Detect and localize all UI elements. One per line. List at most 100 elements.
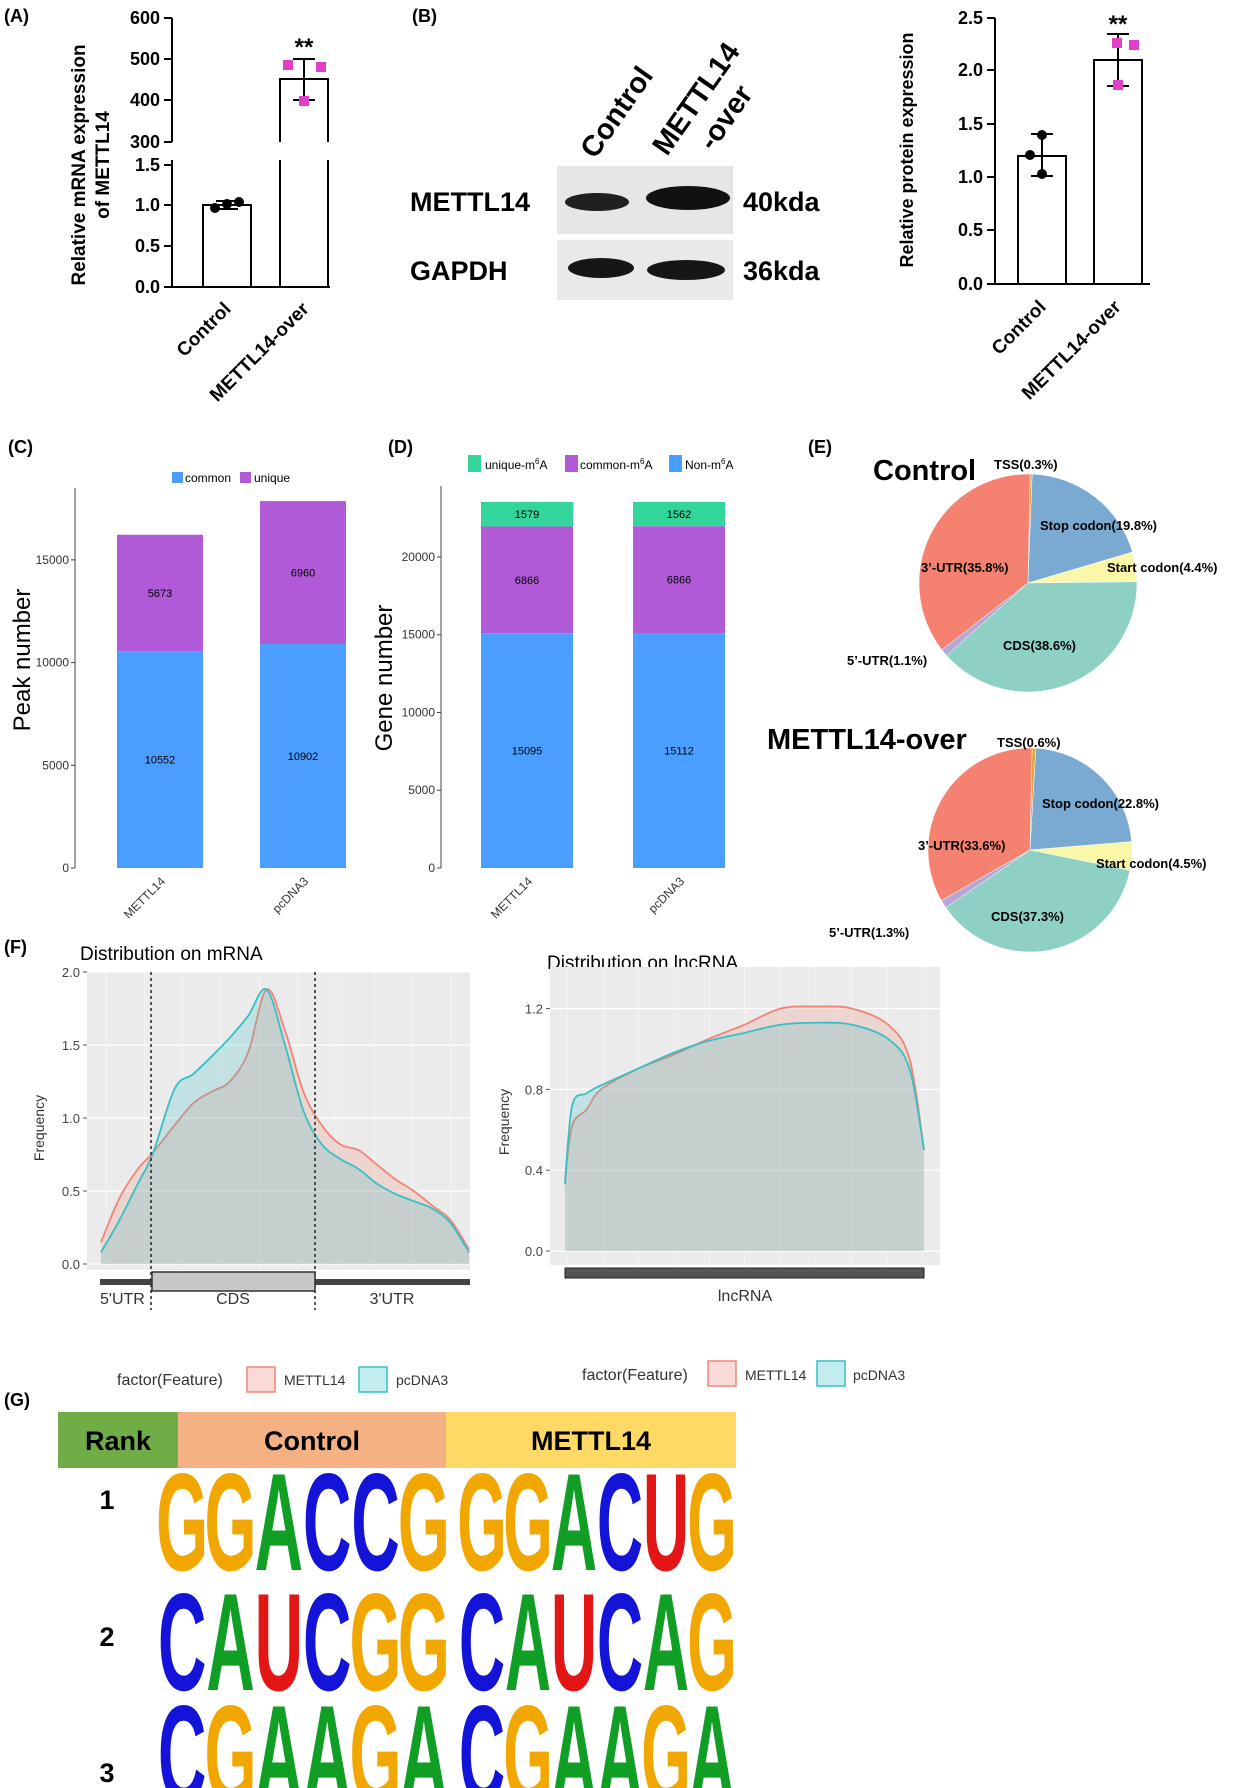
series-line bbox=[564, 1021, 925, 1185]
pie-labels-over: TSS(0.6%) Stop codon(22.8%) Start codon(… bbox=[829, 735, 1207, 940]
panel-b-significance: ** bbox=[1109, 11, 1128, 38]
blot-band bbox=[647, 260, 725, 280]
panel-a-ylabel-line1: Relative mRNA expression bbox=[69, 44, 90, 285]
panel-label-e: (E) bbox=[808, 437, 832, 457]
motif-letter: A bbox=[255, 1445, 303, 1600]
pie-slice bbox=[918, 473, 1031, 651]
bar-segment bbox=[481, 501, 573, 527]
motif-letter: C bbox=[158, 1565, 206, 1720]
blot-row-label-mettl14: METTL14 bbox=[410, 187, 530, 217]
legend-swatch-pcdna3 bbox=[358, 1366, 388, 1393]
legend-label-common: common bbox=[185, 471, 231, 485]
bar-segment bbox=[633, 632, 725, 868]
motif-letter: A bbox=[505, 1564, 551, 1719]
tick-label: 300 bbox=[130, 132, 160, 152]
motif-letter: A bbox=[597, 1676, 643, 1788]
y-tick-label: 0.0 bbox=[62, 1257, 80, 1272]
panel-b-protein: Relative protein expression 0.0 0.5 1.0 … bbox=[897, 8, 1150, 404]
legend-label-non-m6a: Non-m6A bbox=[685, 457, 733, 472]
legend-label-mettl14: METTL14 bbox=[745, 1367, 807, 1383]
mrna-region-5utr: 5'UTR bbox=[100, 1291, 145, 1308]
tick-label: 1.0 bbox=[958, 167, 983, 187]
bar-value-label: 15112 bbox=[664, 745, 694, 757]
panel-label-f: (F) bbox=[4, 937, 27, 957]
y-tick-label: 0.4 bbox=[525, 1163, 543, 1178]
bar-value-label: 5673 bbox=[148, 588, 172, 600]
blot-size-40: 40kda bbox=[743, 187, 821, 217]
pie-label-tss: TSS(0.6%) bbox=[997, 735, 1061, 750]
x-tick-label: pcDNA3 bbox=[646, 874, 688, 916]
motif-letter: G bbox=[641, 1676, 691, 1788]
motif-letter: C bbox=[351, 1445, 399, 1600]
bar-segment bbox=[481, 526, 573, 634]
pie-label-stop: Stop codon(22.8%) bbox=[1042, 796, 1159, 811]
panel-b-bar-over bbox=[1093, 59, 1143, 285]
panel-a-point bbox=[316, 62, 326, 72]
motif-letter: G bbox=[398, 1565, 450, 1720]
legend-swatch-unique bbox=[240, 472, 251, 483]
legend-swatch-mettl14 bbox=[246, 1366, 276, 1393]
mrna-ylabel: Frequency bbox=[31, 1095, 47, 1161]
legend-swatch-common-m6a bbox=[565, 455, 578, 472]
tick-label: 0.0 bbox=[135, 277, 160, 297]
motif-letter: C bbox=[459, 1676, 505, 1788]
motif-letter: G bbox=[687, 1564, 737, 1719]
y-tick-label: 1.2 bbox=[525, 1002, 543, 1017]
motif-letter: G bbox=[204, 1445, 256, 1600]
panel-a-bar-control bbox=[202, 204, 252, 288]
blot-col-label-control: Control bbox=[575, 61, 660, 164]
y-tick-label: 0 bbox=[62, 861, 69, 875]
area-fill bbox=[565, 1022, 924, 1251]
area-fill bbox=[101, 988, 469, 1264]
mrna-cds-box bbox=[151, 1271, 316, 1292]
legend-swatch-unique-m6a bbox=[468, 455, 481, 472]
motif-letter: A bbox=[551, 1444, 597, 1599]
motif-letter: A bbox=[689, 1676, 735, 1788]
motif-letter: A bbox=[206, 1565, 254, 1720]
legend-label-pcdna3: pcDNA3 bbox=[396, 1372, 448, 1388]
x-tick-label: METTL14 bbox=[121, 874, 168, 921]
panel-a-point bbox=[210, 203, 220, 213]
bar-value-label: 10552 bbox=[145, 755, 176, 767]
panel-d-ylabel: Gene number bbox=[371, 605, 398, 752]
bar-segment bbox=[117, 651, 203, 868]
tick-label: 1.5 bbox=[135, 155, 160, 175]
motif-letter: G bbox=[398, 1445, 450, 1600]
lnc-track-box bbox=[564, 1267, 925, 1279]
y-tick-label: 15000 bbox=[36, 553, 70, 567]
pie-slice bbox=[1029, 747, 1132, 851]
y-tick-label: 1.5 bbox=[62, 1038, 80, 1053]
motif-header-mettl14-label: METTL14 bbox=[531, 1426, 651, 1456]
pie-label-start: Start codon(4.4%) bbox=[1107, 560, 1218, 575]
motif-letter: A bbox=[400, 1677, 448, 1788]
motif-rank-3: 3 bbox=[99, 1758, 114, 1788]
y-tick-label: 10000 bbox=[402, 705, 436, 719]
tick-label: 2.0 bbox=[958, 60, 983, 80]
pie-label-5utr: 5’-UTR(1.1%) bbox=[847, 653, 927, 668]
motif-letter: U bbox=[643, 1444, 689, 1599]
panel-b-point bbox=[1113, 80, 1123, 90]
panel-d: (D) unique-m6A common-m6A Non-m6A Gene n… bbox=[371, 437, 733, 921]
panel-b: (B) Control METTL14 -over METTL14 GAPDH … bbox=[410, 6, 821, 300]
panel-label-g: (G) bbox=[4, 1390, 30, 1410]
bar-segment bbox=[117, 534, 203, 652]
legend-title: factor(Feature) bbox=[117, 1372, 223, 1389]
y-tick-label: 1.0 bbox=[62, 1111, 80, 1126]
bar-value-label: 1562 bbox=[667, 509, 691, 521]
panel-label-b: (B) bbox=[412, 6, 437, 26]
legend-title: factor(Feature) bbox=[582, 1367, 688, 1384]
blot-band bbox=[565, 193, 629, 211]
panel-b-ylabel: Relative protein expression bbox=[897, 32, 917, 267]
motif-letter: C bbox=[597, 1564, 643, 1719]
tick-label: 1.0 bbox=[135, 195, 160, 215]
tick-label: 400 bbox=[130, 90, 160, 110]
mrna-region-cds: CDS bbox=[216, 1291, 250, 1308]
motif-letter: C bbox=[158, 1677, 206, 1788]
pie-labels-control: TSS(0.3%) Stop codon(19.8%) Start codon(… bbox=[847, 457, 1218, 668]
panel-b-point bbox=[1112, 38, 1122, 48]
area-fill bbox=[101, 989, 469, 1264]
area-fill bbox=[565, 1006, 924, 1251]
panel-b-point bbox=[1037, 130, 1047, 140]
tick-label: 600 bbox=[130, 8, 160, 28]
motif-letter: G bbox=[687, 1444, 737, 1599]
